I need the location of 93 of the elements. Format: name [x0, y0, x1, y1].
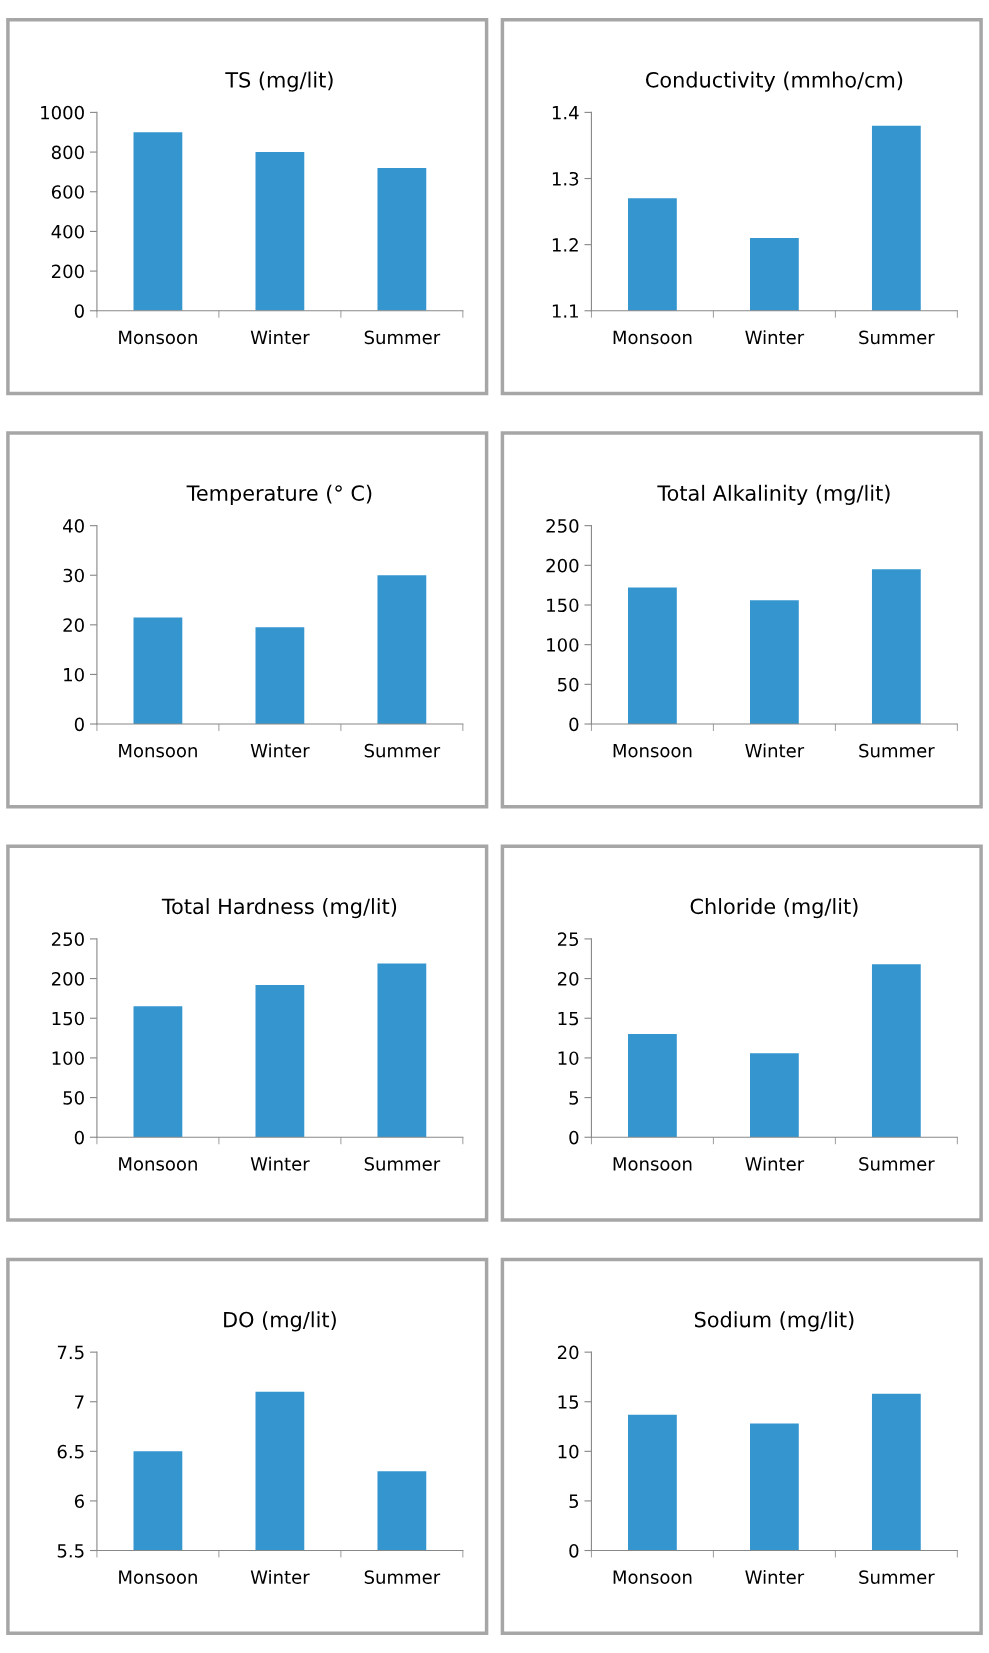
y-tick-label: 250: [51, 932, 84, 947]
y-tick-label: 7.5: [57, 1345, 84, 1360]
y-tick-label: 5.5: [57, 1544, 84, 1558]
x-tick-label: Summer: [859, 1157, 935, 1171]
y-tick-label: 6: [74, 1494, 84, 1509]
x-tick-label: Monsoon: [119, 1570, 197, 1584]
chart-title: Total Hardness (mg/lit): [161, 898, 397, 919]
x-tick-label: Winter: [250, 743, 310, 758]
bar: [377, 167, 427, 311]
chart-title: TS (mg/lit): [225, 71, 333, 92]
x-tick-label: Monsoon: [613, 1570, 692, 1584]
x-tick-label: Summer: [859, 1570, 935, 1584]
y-tick-label: 5: [569, 1494, 579, 1509]
y-tick-label: 30: [63, 568, 84, 583]
bar: [255, 984, 305, 1138]
x-tick-label: Summer: [364, 1570, 441, 1584]
x-tick-label: Monsoon: [119, 744, 197, 758]
x-tick-label: Winter: [250, 1156, 310, 1171]
y-tick-label: 10: [558, 1444, 579, 1459]
x-tick-label: Summer: [859, 743, 935, 758]
bar: [255, 152, 305, 311]
bar: [749, 1423, 799, 1551]
y-tick-label: 1.4: [552, 106, 579, 120]
bar: [377, 575, 427, 725]
y-tick-label: 0: [569, 1130, 579, 1145]
y-tick-label: 20: [557, 1345, 579, 1360]
x-tick-label: Winter: [745, 330, 805, 345]
bar: [871, 569, 921, 725]
y-tick-label: 20: [557, 972, 579, 986]
y-tick-label: 0: [74, 304, 84, 318]
x-tick-label: Winter: [745, 1569, 805, 1584]
chart-title: Chloride (mg/lit): [690, 898, 858, 919]
chart-title: Total Alkalinity (mg/lit): [657, 484, 890, 505]
x-tick-label: Winter: [250, 1569, 310, 1584]
bar: [377, 963, 427, 1138]
chart-title: Conductivity (mmho/cm): [645, 71, 903, 92]
y-tick-label: 100: [547, 638, 579, 652]
chart-title: DO (mg/lit): [224, 1311, 336, 1332]
y-tick-label: 600: [51, 185, 84, 199]
y-tick-label: 1.1: [552, 304, 578, 318]
bar: [871, 1393, 921, 1551]
y-tick-label: 150: [547, 598, 579, 613]
y-tick-label: 1.2: [552, 238, 578, 252]
x-tick-label: Summer: [364, 1157, 441, 1171]
y-tick-label: 15: [558, 1395, 579, 1409]
bar: [133, 1006, 183, 1138]
y-tick-label: 25: [557, 932, 579, 947]
bar: [255, 627, 305, 725]
y-tick-label: 150: [52, 1011, 84, 1026]
y-tick-label: 5: [569, 1091, 579, 1105]
y-tick-label: 50: [558, 677, 579, 692]
y-tick-label: 0: [569, 1543, 579, 1558]
bar: [133, 617, 183, 725]
x-tick-label: Summer: [859, 330, 935, 345]
y-tick-label: 1.3: [552, 171, 579, 186]
x-tick-label: Winter: [745, 1156, 805, 1171]
x-tick-label: Winter: [745, 743, 805, 758]
x-tick-label: Monsoon: [613, 330, 692, 345]
y-tick-label: 200: [51, 264, 84, 279]
chart-title: Temperature (° C): [186, 484, 372, 505]
bar: [628, 1414, 677, 1551]
y-tick-label: 200: [546, 558, 579, 573]
y-tick-label: 10: [64, 667, 84, 682]
x-tick-label: Winter: [250, 330, 310, 345]
x-tick-label: Monsoon: [613, 1157, 692, 1171]
y-tick-label: 15: [558, 1011, 579, 1026]
bar: [749, 600, 799, 725]
y-tick-label: 7: [75, 1395, 84, 1409]
bar: [628, 1034, 677, 1138]
y-tick-label: 20: [63, 618, 84, 632]
bar: [871, 964, 921, 1138]
x-tick-label: Summer: [364, 743, 441, 758]
y-tick-label: 6.5: [57, 1444, 84, 1459]
bar: [749, 1053, 799, 1138]
y-tick-label: 250: [546, 519, 579, 533]
bar: [628, 587, 677, 725]
y-tick-label: 50: [63, 1091, 84, 1105]
chart-title: Sodium (mg/lit): [694, 1311, 854, 1332]
x-tick-label: Monsoon: [119, 1157, 197, 1171]
y-tick-label: 0: [569, 717, 579, 732]
x-tick-label: Monsoon: [119, 330, 197, 345]
y-tick-label: 400: [51, 224, 84, 239]
y-tick-label: 1000: [41, 105, 84, 120]
y-tick-label: 800: [51, 145, 84, 160]
bar: [133, 132, 183, 311]
y-tick-label: 0: [74, 1130, 84, 1145]
y-tick-label: 40: [63, 519, 84, 533]
x-tick-label: Summer: [364, 330, 441, 345]
x-tick-label: Monsoon: [613, 744, 692, 758]
y-tick-label: 200: [51, 972, 84, 986]
y-tick-label: 10: [558, 1051, 579, 1066]
y-tick-label: 100: [52, 1051, 84, 1066]
y-tick-label: 0: [74, 717, 84, 732]
